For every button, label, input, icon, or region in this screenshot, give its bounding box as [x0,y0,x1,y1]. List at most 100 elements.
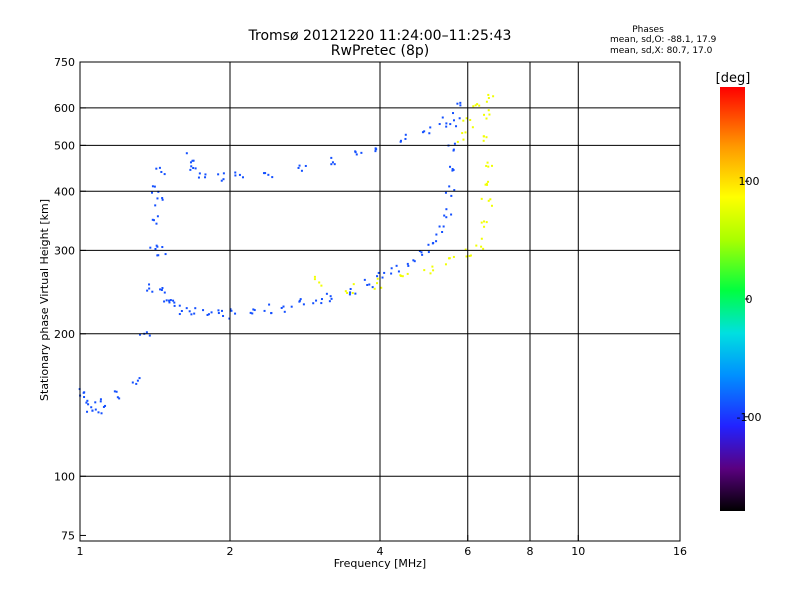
echo-point [399,139,402,142]
echo-point [113,390,116,393]
echo-point [152,219,155,222]
echo-point [312,302,315,305]
echo-point [480,237,483,240]
echo-point [471,126,474,129]
echo-point [368,283,371,286]
echo-point [351,292,354,295]
echo-point [160,288,163,291]
echo-point [360,151,363,154]
echo-point [453,189,456,192]
echo-point [168,301,171,304]
chart-subtitle: RwPretec (8p) [331,43,429,59]
echo-point [156,215,159,218]
echo-point [185,152,188,155]
echo-point [86,410,89,413]
echo-point [461,132,464,135]
echo-point [390,267,393,270]
echo-point [217,173,220,176]
echo-point [138,333,141,336]
echo-point [487,97,490,100]
echo-point [418,250,421,253]
echo-point [482,139,485,142]
echo-point [469,254,472,257]
echo-point [163,173,166,176]
x-tick-label: 10 [571,545,585,558]
echo-point [480,197,483,200]
echo-point [280,306,283,309]
echo-point [489,198,492,201]
echo-point [373,287,376,290]
echo-point [488,113,491,116]
echo-point [194,307,197,310]
echo-point [442,225,445,228]
echo-point [85,401,88,404]
echo-point [452,255,455,258]
echo-point [459,104,462,107]
y-tick-label: 750 [54,56,75,69]
echo-point [268,303,271,306]
echo-point [476,103,479,106]
grid-lines [80,62,680,541]
echo-point [191,159,194,162]
echo-point [151,185,154,188]
echo-point [427,243,430,246]
x-axis-label: Frequency [MHz] [334,557,426,570]
echo-point [404,137,407,140]
y-axis-label: Stationary phase Virtual Height [km] [38,199,51,401]
echo-point [376,275,379,278]
echo-point [97,411,100,414]
echo-point [330,156,333,159]
echo-point [483,113,486,116]
echo-point [399,274,402,277]
echo-point [298,164,301,167]
echo-point [197,176,200,179]
echo-point [185,307,188,310]
echo-point [249,311,252,314]
echo-point [355,153,358,156]
echo-point [441,116,444,119]
echo-point [318,281,321,284]
echo-point [217,312,220,315]
echo-point [180,310,183,313]
echo-point [366,283,369,286]
echo-point [168,299,171,302]
echo-point [485,117,488,120]
echo-point [450,194,453,197]
echo-point [116,396,119,399]
echo-point [407,264,410,267]
echo-point [380,286,383,289]
echo-point [161,287,164,290]
echo-point [441,230,444,233]
echo-point [348,293,351,296]
echo-point [330,297,333,300]
echo-point [154,204,157,207]
echo-point [222,172,225,175]
x-tick-label: 16 [673,545,687,558]
colorbar-tick-label: 100 [739,175,760,188]
echo-point [252,308,255,311]
echo-point [483,225,486,228]
echo-point [151,290,154,293]
echo-point [161,198,164,201]
echo-point [283,310,286,313]
echo-point [206,313,209,316]
echo-point [270,311,273,314]
echo-point [290,305,293,308]
echo-point [156,245,159,248]
phases-x-stats: mean, sd,X: 80.7, 17.0 [610,46,713,56]
echo-point [151,218,154,221]
echo-point [487,109,490,112]
echo-point [217,309,220,312]
echo-point [263,309,266,312]
echo-point [482,247,485,250]
echo-point [172,299,175,302]
echo-point [390,272,393,275]
echo-point [352,283,355,286]
echo-point [349,287,352,290]
y-tick-label: 400 [54,185,75,198]
echo-point [468,254,471,257]
echo-point [354,151,357,154]
echo-point [91,409,94,412]
echo-point [432,269,435,272]
